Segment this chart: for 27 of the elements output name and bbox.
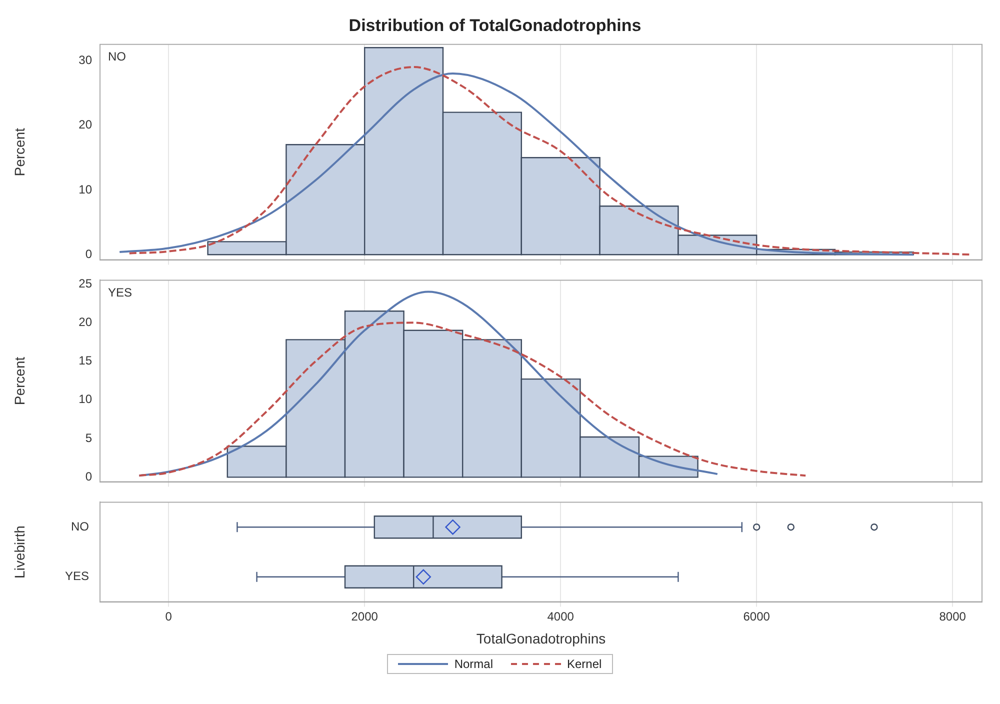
x-axis-title: TotalGonadotrophins [476,630,606,646]
chart-title: Distribution of TotalGonadotrophins [348,16,642,35]
x-tick-label: 8000 [939,609,966,624]
y-tick-label: 20 [78,118,92,132]
y-tick-label: 0 [85,246,92,261]
annotation: YES [108,286,132,300]
y-axis-title: Percent [11,356,28,406]
line-series [138,322,807,477]
y-tick-label: 20 [78,314,92,329]
x-tick-label: 0 [165,609,172,624]
annotation: NO [108,50,126,64]
legend-label: Normal [454,657,493,671]
legend-label: Kernel [566,657,602,671]
x-tick-label: 6000 [743,609,770,624]
y-tick-label: 10 [78,392,92,406]
x-tick-label: 4000 [547,609,574,624]
y-tick-label: 5 [85,430,92,445]
y-tick-label: NO [71,519,89,534]
y-tick-label: 15 [78,354,92,368]
y-axis-title: Livebirth [11,526,28,578]
x-tick-label: 2000 [351,609,378,624]
y-tick-label: 10 [78,182,92,196]
y-tick-label: 30 [78,52,92,67]
y-axis-title: Percent [11,128,28,176]
y-tick-label: 0 [85,469,92,484]
y-tick-label: 25 [78,276,92,290]
y-tick-label: YES [64,569,89,584]
